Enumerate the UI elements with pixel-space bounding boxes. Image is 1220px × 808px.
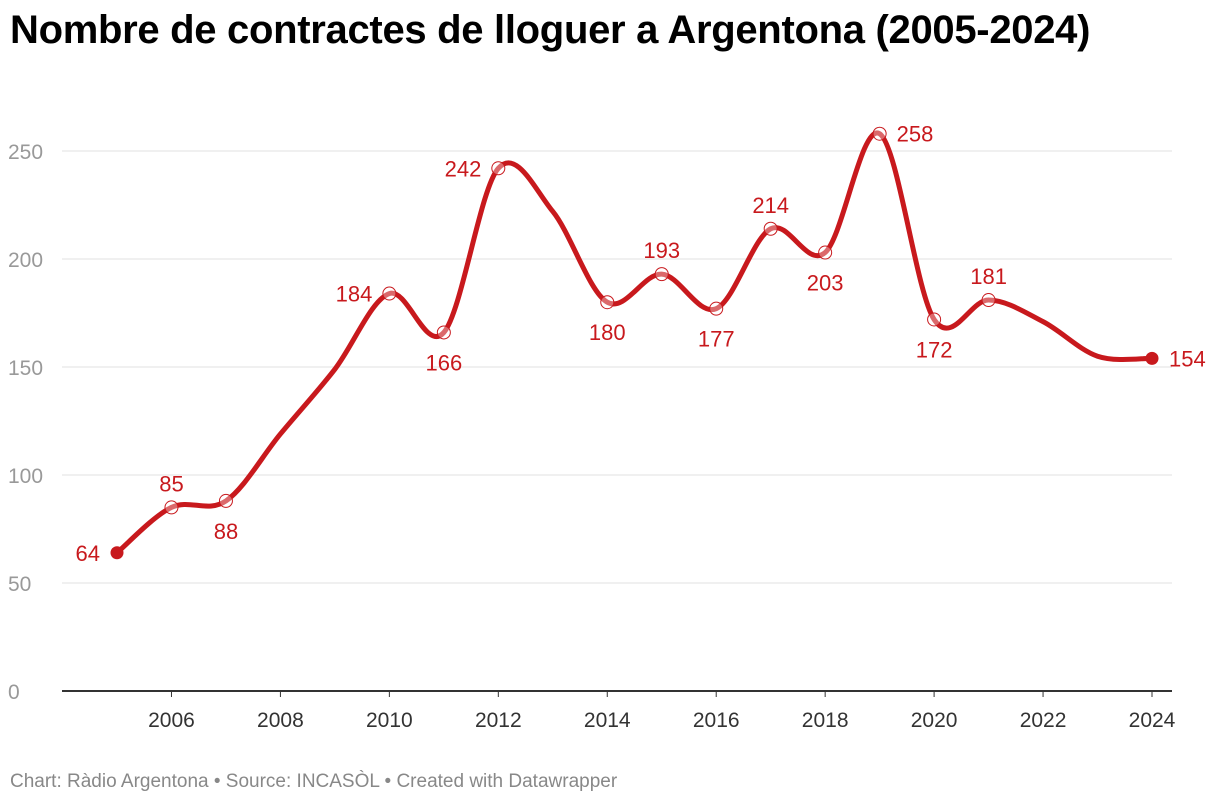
series-line-0	[114, 130, 1155, 556]
data-label-2024: 154	[1169, 346, 1206, 371]
y-tick-label-200: 200	[8, 249, 43, 272]
data-label-2019: 258	[897, 122, 934, 147]
grid-lines	[62, 150, 1172, 584]
y-tick-label-150: 150	[8, 357, 43, 380]
x-tick-label-2020: 2020	[911, 709, 958, 732]
x-tick-label-2018: 2018	[802, 709, 849, 732]
data-label-2015: 193	[643, 238, 680, 263]
x-tick-label-2014: 2014	[584, 709, 631, 732]
point-marker-2017	[763, 221, 778, 236]
data-label-2010: 184	[336, 282, 373, 307]
data-label-2007: 88	[214, 519, 238, 544]
endpoint-2005	[110, 546, 124, 560]
point-marker-2010	[382, 286, 397, 301]
y-tick-label-0: 0	[8, 681, 20, 704]
series	[110, 126, 1159, 560]
point-marker-2011	[436, 325, 451, 340]
data-label-2018: 203	[807, 271, 844, 296]
point-marker-2015	[654, 267, 669, 282]
x-tick-label-2024: 2024	[1129, 709, 1176, 732]
data-label-2017: 214	[752, 193, 789, 218]
x-tick-label-2010: 2010	[366, 709, 413, 732]
x-tick-label-2006: 2006	[148, 709, 195, 732]
point-marker-2014	[600, 295, 615, 310]
x-tick-label-2008: 2008	[257, 709, 304, 732]
data-label-2006: 85	[159, 471, 183, 496]
data-label-2005: 64	[76, 541, 100, 566]
data-label-2012: 242	[445, 156, 482, 181]
data-label-2016: 177	[698, 327, 735, 352]
chart-title: Nombre de contractes de lloguer a Argent…	[10, 8, 1091, 52]
y-tick-label-100: 100	[8, 465, 43, 488]
x-tick-label-2012: 2012	[475, 709, 522, 732]
data-label-2014: 180	[589, 320, 626, 345]
point-marker-2007	[218, 493, 233, 508]
endpoint-2024	[1145, 351, 1159, 365]
point-marker-2020	[927, 312, 942, 327]
data-label-2021: 181	[970, 264, 1007, 289]
point-marker-2016	[709, 301, 724, 316]
data-label-2020: 172	[916, 337, 953, 362]
axes: 0 50 100 150 200 250 2006 2008 2010 2012 2014 2016 2…	[8, 141, 1176, 732]
point-marker-2012	[491, 161, 506, 176]
x-tick-label-2016: 2016	[693, 709, 740, 732]
y-tick-label-50: 50	[8, 573, 31, 596]
y-tick-label-250: 250	[8, 141, 43, 164]
data-labels: 64 85 88 184 166 242 180 193 177 214 203 258 172 181 1…	[76, 122, 1206, 566]
x-tick-label-2022: 2022	[1020, 709, 1067, 732]
point-marker-2018	[818, 245, 833, 260]
chart-footer: Chart: Ràdio Argentona • Source: INCASÒL…	[10, 771, 618, 792]
data-label-2011: 166	[425, 350, 462, 375]
point-marker-2021	[981, 293, 996, 308]
point-marker-2019	[872, 126, 887, 141]
point-marker-2006	[164, 500, 179, 515]
